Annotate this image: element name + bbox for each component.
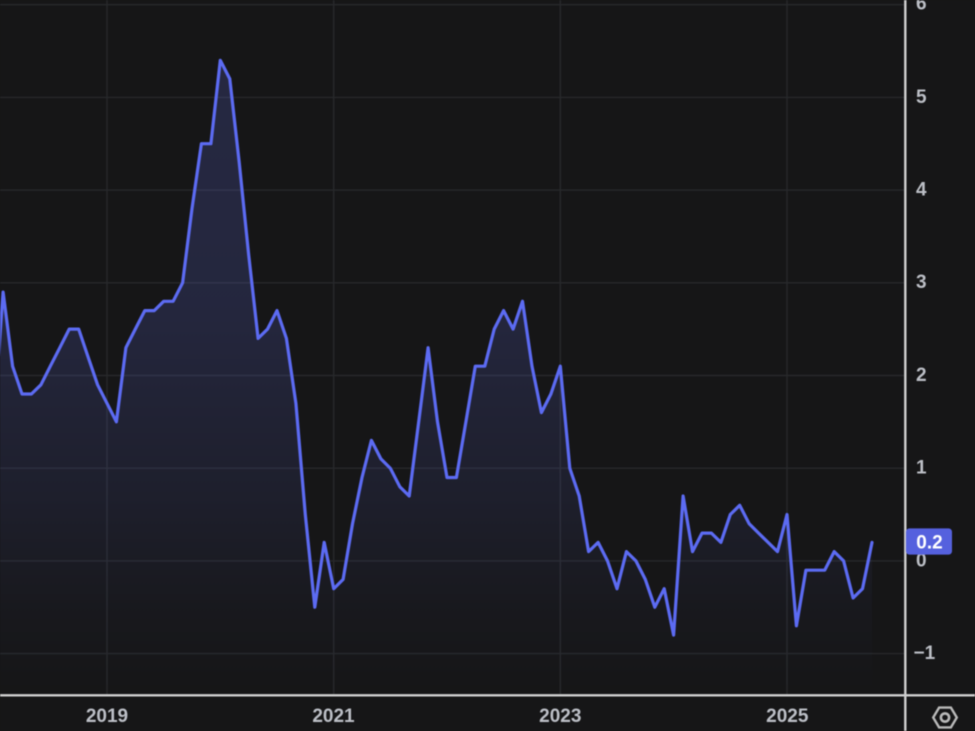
svg-text:0: 0 — [916, 550, 927, 571]
svg-text:5: 5 — [916, 87, 927, 108]
svg-text:2023: 2023 — [539, 706, 581, 727]
svg-text:2021: 2021 — [312, 706, 355, 727]
svg-text:2: 2 — [916, 365, 927, 386]
svg-text:2019: 2019 — [86, 706, 128, 727]
svg-text:−1: −1 — [914, 643, 936, 664]
svg-text:0.2: 0.2 — [916, 533, 942, 554]
svg-text:6: 6 — [916, 0, 927, 15]
svg-text:2025: 2025 — [766, 706, 809, 727]
svg-text:4: 4 — [916, 180, 927, 201]
svg-text:3: 3 — [916, 272, 927, 293]
svg-text:1: 1 — [916, 458, 927, 479]
